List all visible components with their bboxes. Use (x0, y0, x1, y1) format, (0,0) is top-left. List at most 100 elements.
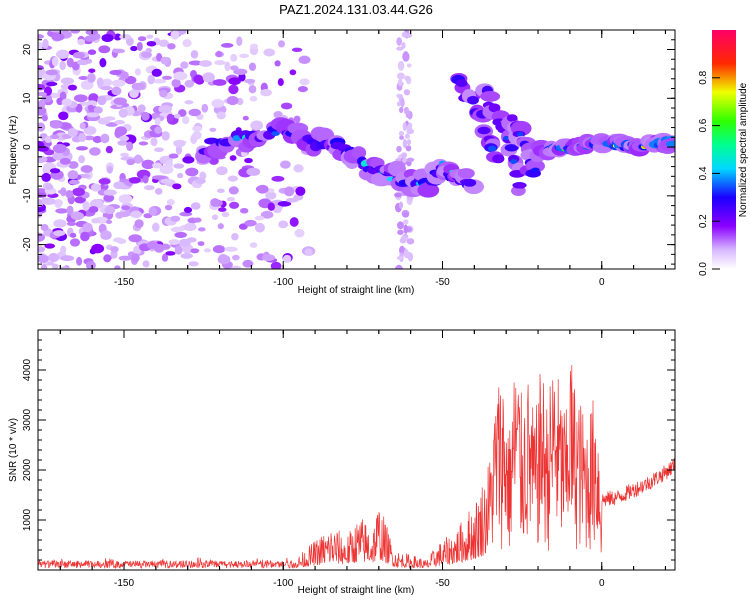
noise-blob (118, 108, 128, 118)
noise-blob (146, 241, 159, 249)
noise-blob (227, 175, 238, 182)
noise-blob (117, 140, 128, 146)
noise-blob (154, 117, 161, 126)
noise-blob (172, 183, 182, 190)
noise-blob (59, 60, 66, 71)
noise-blob (141, 159, 155, 170)
noise-blob (141, 111, 150, 121)
noise-blob (161, 75, 173, 80)
colorbar-ticks: 0.0 0.2 0.4 0.6 0.8 (698, 70, 720, 276)
noise-blob (249, 43, 259, 50)
noise-blob (147, 74, 156, 85)
noise-blob (69, 238, 81, 247)
noise-blob (137, 104, 146, 113)
noise-blob (177, 172, 184, 179)
noise-blob (51, 263, 59, 269)
noise-blob (180, 252, 193, 259)
noise-blob (193, 217, 202, 223)
noise-blob (142, 260, 150, 268)
noise-blob (233, 68, 248, 75)
noise-blob (186, 237, 197, 243)
noise-blob (89, 147, 101, 156)
noise-blob (134, 68, 141, 76)
noise-blob (42, 38, 49, 49)
noise-blob (66, 57, 75, 68)
noise-blob (66, 221, 77, 226)
noise-blob (111, 86, 122, 96)
noise-blob (92, 135, 103, 144)
x-tick-label: 0 (599, 277, 605, 288)
arc-trace-1-body (467, 95, 479, 105)
noise-blob (244, 78, 256, 84)
noise-blob (246, 167, 261, 176)
noise-blob (183, 206, 193, 214)
streak-blob (406, 63, 412, 68)
noise-blob (203, 248, 211, 253)
arc-trace-2-body (504, 144, 519, 152)
noise-blob (294, 228, 305, 238)
noise-blob (168, 153, 179, 159)
noise-blob (74, 196, 86, 204)
noise-blob (175, 145, 183, 155)
noise-blob (118, 255, 133, 261)
noise-blob (195, 178, 206, 185)
main-trace-body (463, 178, 477, 187)
noise-blob (242, 115, 249, 121)
noise-blob (154, 147, 164, 153)
y-tick-label: 3000 (22, 408, 33, 431)
noise-blob (215, 50, 222, 58)
noise-blob (97, 95, 107, 106)
noise-blob (55, 208, 69, 214)
arc-trace-1-body (477, 126, 491, 135)
noise-blob (146, 34, 154, 39)
noise-blob (159, 89, 168, 98)
noise-blob (239, 207, 249, 214)
noise-blob (68, 161, 79, 169)
noise-blob (212, 79, 227, 86)
noise-blob (199, 171, 207, 181)
figure-title: PAZ1.2024.131.03.44.G26 (279, 2, 433, 17)
noise-blob (295, 186, 306, 196)
noise-blob (51, 33, 65, 41)
noise-blob (45, 69, 58, 76)
colorbar-tick-label: 0.2 (698, 214, 709, 228)
noise-blob (277, 200, 292, 207)
noise-blob (190, 202, 201, 210)
noise-blob (236, 36, 243, 47)
noise-blob (79, 122, 86, 130)
noise-blob (42, 197, 56, 205)
noise-blob (174, 231, 187, 238)
noise-blob (78, 132, 87, 142)
spectrogram-x-label: Height of straight line (km) (298, 285, 415, 296)
streak-blob (402, 212, 409, 218)
noise-blob (86, 112, 99, 118)
streak-blob (407, 252, 414, 262)
arc-trace-3-body (506, 114, 518, 122)
noise-blob (60, 255, 75, 262)
noise-blob (103, 194, 115, 202)
noise-blob (104, 206, 116, 215)
noise-blob (254, 215, 265, 221)
noise-blob (151, 68, 162, 77)
streak-blob (395, 264, 403, 269)
noise-blob (113, 181, 126, 190)
snr-y-label: SNR (10 * v/v) (8, 418, 19, 482)
noise-blob (66, 205, 74, 215)
x-tick-label: -50 (435, 578, 450, 589)
noise-blob (170, 226, 184, 233)
streak-blob (397, 78, 403, 87)
noise-blob (126, 141, 134, 152)
noise-blob (289, 217, 299, 227)
noise-blob (101, 33, 114, 43)
noise-blob (152, 222, 160, 232)
noise-blob (51, 56, 59, 67)
streak-blob (406, 139, 412, 146)
noise-blob (277, 78, 284, 87)
noise-blob (58, 111, 69, 121)
noise-blob (41, 172, 52, 182)
noise-blob (167, 43, 176, 50)
x-tick-label: -100 (273, 578, 293, 589)
noise-blob (98, 45, 111, 54)
noise-blob (56, 97, 64, 106)
noise-blob (229, 155, 237, 161)
